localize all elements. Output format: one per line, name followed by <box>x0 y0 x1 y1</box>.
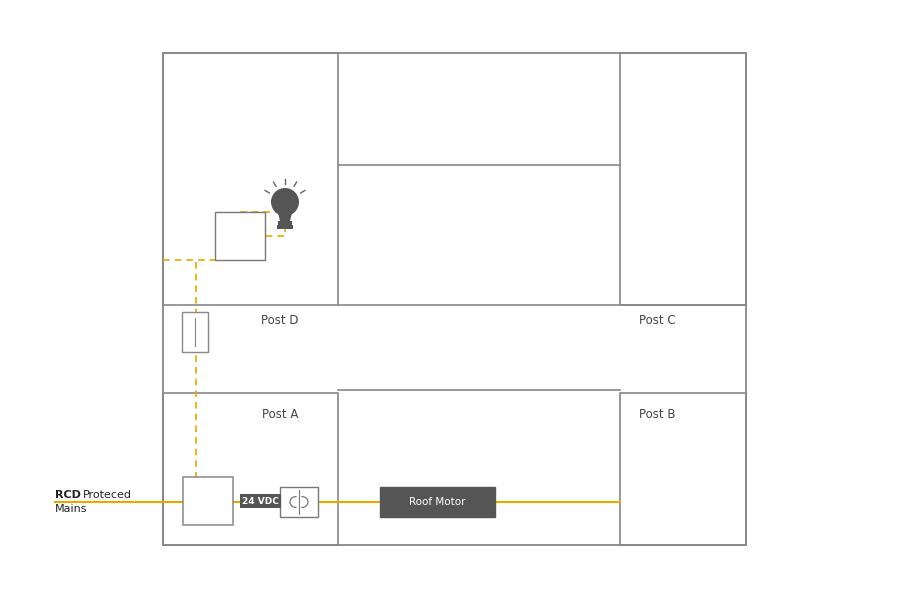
Bar <box>620 393 746 545</box>
Text: Post B: Post B <box>639 409 675 421</box>
Bar <box>280 487 318 517</box>
Bar <box>380 487 495 517</box>
Bar <box>620 53 746 305</box>
Bar <box>163 53 338 305</box>
Bar <box>163 53 746 545</box>
Text: RCD: RCD <box>55 490 81 500</box>
Bar <box>278 221 292 225</box>
Text: Post C: Post C <box>639 313 675 326</box>
Text: Post D: Post D <box>261 313 299 326</box>
Polygon shape <box>278 213 292 221</box>
Bar <box>277 225 293 229</box>
Text: Mains: Mains <box>55 504 87 514</box>
Bar <box>215 212 265 260</box>
Text: Proteced: Proteced <box>83 490 132 500</box>
Bar <box>163 393 338 545</box>
Text: Post A: Post A <box>262 409 298 421</box>
Bar <box>183 477 233 525</box>
Circle shape <box>271 188 299 216</box>
Text: Roof Motor: Roof Motor <box>409 497 465 507</box>
Text: 24 VDC: 24 VDC <box>242 497 279 505</box>
Bar <box>182 312 208 352</box>
